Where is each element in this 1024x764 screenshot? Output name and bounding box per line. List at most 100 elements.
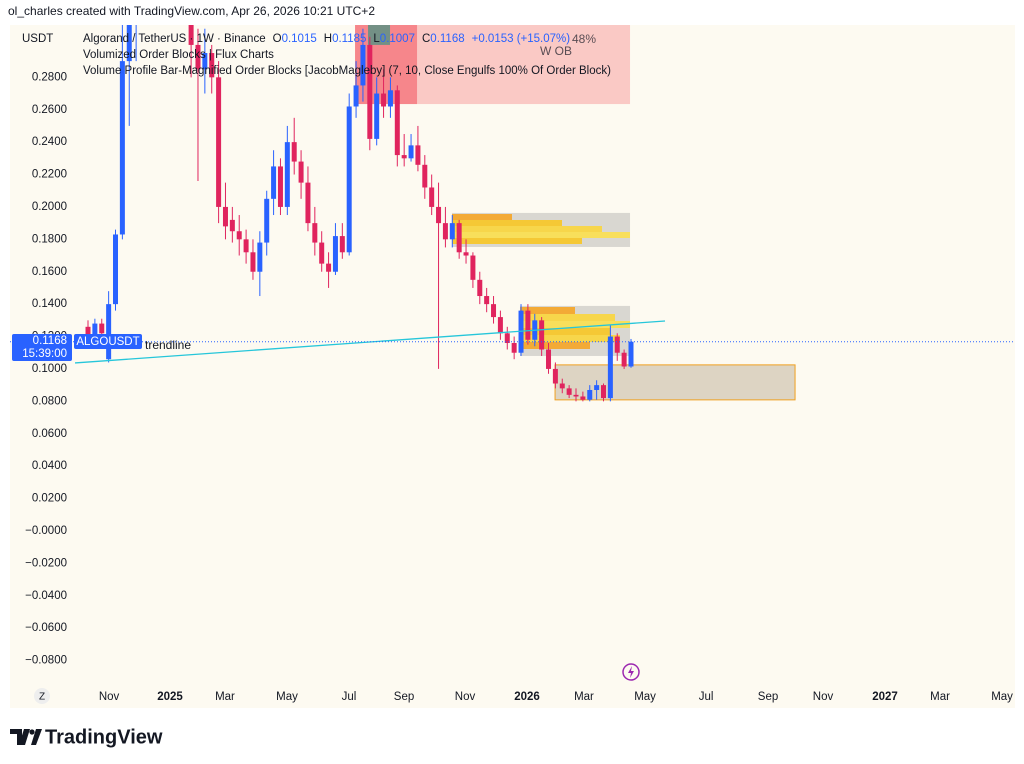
x-tick-label: Nov: [813, 691, 834, 703]
ohlc-key: C: [422, 33, 430, 45]
profile-bar: [520, 307, 575, 314]
axis-mode-button[interactable]: [34, 688, 50, 704]
candle-body: [628, 341, 634, 367]
overlay: [10, 320, 1015, 364]
y-tick-label: 0.2200: [32, 169, 67, 181]
y-tick-label: −0.0400: [25, 590, 67, 602]
x-tick-label: 2026: [514, 691, 540, 703]
logo-text: TradingView: [45, 726, 163, 748]
candle-body: [552, 368, 558, 384]
profile-bar: [520, 335, 620, 342]
candle-body: [580, 396, 586, 400]
change: +0.0153 (+15.07%): [472, 33, 571, 45]
order-block: [368, 25, 391, 45]
y-tick-label: −0.0200: [25, 557, 67, 569]
candle-body: [429, 187, 435, 207]
candle-body: [470, 255, 476, 280]
ohlc-value: 0.1015: [282, 33, 317, 45]
profile-bar: [520, 321, 630, 328]
candle-body: [449, 223, 455, 240]
x-tick-label: May: [634, 691, 656, 703]
candle-body: [415, 145, 421, 165]
candle-body: [222, 206, 228, 227]
profile-bar: [452, 232, 630, 238]
candle-body: [381, 93, 387, 107]
x-tick-label: Mar: [215, 691, 235, 703]
x-tick-label: Sep: [758, 691, 778, 703]
y-tick-label: 0.0800: [32, 395, 67, 407]
candle-body: [99, 323, 105, 334]
profile-bar: [520, 314, 615, 321]
candle-body: [305, 182, 311, 224]
candle-body: [188, 25, 194, 45]
candle-body: [559, 383, 565, 389]
y-tick-label: 0.2800: [32, 71, 67, 83]
candle-body: [436, 206, 442, 224]
ohlc-value: 0.1168: [430, 33, 464, 45]
x-tick-label: Mar: [574, 691, 594, 703]
candle-body: [456, 223, 462, 253]
candle-body: [408, 145, 414, 159]
y-tick-label: 0.0200: [32, 493, 67, 505]
event-icon[interactable]: [622, 663, 640, 681]
profile-bar: [520, 328, 610, 335]
symbol-label: ALGOUSDT: [76, 336, 139, 348]
candle-body: [394, 90, 400, 156]
candle-body: [113, 234, 119, 305]
ob-percent: 48%: [572, 32, 596, 46]
event-bolt: [628, 666, 634, 678]
candle-body: [106, 304, 112, 360]
candle-body: [539, 320, 545, 350]
credit: ol_charles created with TradingView.com,…: [8, 4, 375, 18]
ohlc-key: L: [373, 33, 380, 45]
axes: 0.2800 0.2600 0.2400 0.2200 0.2000 0.1800 0.16…: [25, 71, 1013, 703]
currency: USDT: [22, 33, 53, 45]
candle-body: [339, 236, 345, 253]
candle-body: [566, 388, 572, 395]
y-tick-label: −0.0600: [25, 622, 67, 634]
y-tick-label: 0.0400: [32, 460, 67, 472]
candle-body: [264, 198, 270, 243]
candle-body: [346, 106, 352, 253]
logo: TradingView: [10, 726, 163, 748]
candle-body: [401, 155, 407, 159]
x-tick-label: Jul: [342, 691, 357, 703]
candle-body: [257, 242, 263, 272]
volume-profile: [452, 214, 630, 349]
candle-body: [319, 242, 325, 264]
ohlc-value: 0.1185: [332, 33, 366, 45]
candle-body: [546, 349, 552, 369]
ohlc-value: 0.1007: [380, 33, 415, 45]
countdown: 15:39:00: [22, 348, 67, 360]
candle-body: [126, 25, 132, 62]
axis-mode[interactable]: Z: [39, 692, 45, 703]
candle-body: [284, 142, 290, 207]
candle-body: [250, 252, 256, 272]
candle-body: [291, 142, 297, 162]
y-tick-label: 0.2600: [32, 104, 67, 116]
symbol-line: Algorand / TetherUS · 1W · Binance O0.101…: [83, 33, 570, 45]
y-tick-label: −0.0800: [25, 655, 67, 667]
candle-body: [442, 223, 448, 240]
candle-body: [601, 385, 607, 399]
candle-body: [511, 343, 517, 353]
candle-body: [614, 336, 620, 353]
candle-body: [587, 389, 593, 400]
x-tick-label: May: [991, 691, 1013, 703]
logo-mark: [31, 729, 42, 745]
candle-body: [484, 296, 490, 305]
candle-body: [209, 53, 215, 78]
candle-body: [504, 333, 510, 344]
x-tick-label: Nov: [455, 691, 476, 703]
y-tick-label: 0.1000: [32, 363, 67, 375]
y-tick-label: 0.0600: [32, 428, 67, 440]
candle-body: [594, 385, 600, 390]
order-block: [554, 364, 796, 401]
profile-bar: [452, 214, 512, 220]
y-tick-label: 0.2000: [32, 201, 67, 213]
candle-body: [243, 239, 249, 253]
candle-body: [353, 85, 359, 107]
x-tick-label: Sep: [394, 691, 414, 703]
candle-body: [229, 219, 235, 232]
ob-label: W OB: [540, 44, 572, 58]
